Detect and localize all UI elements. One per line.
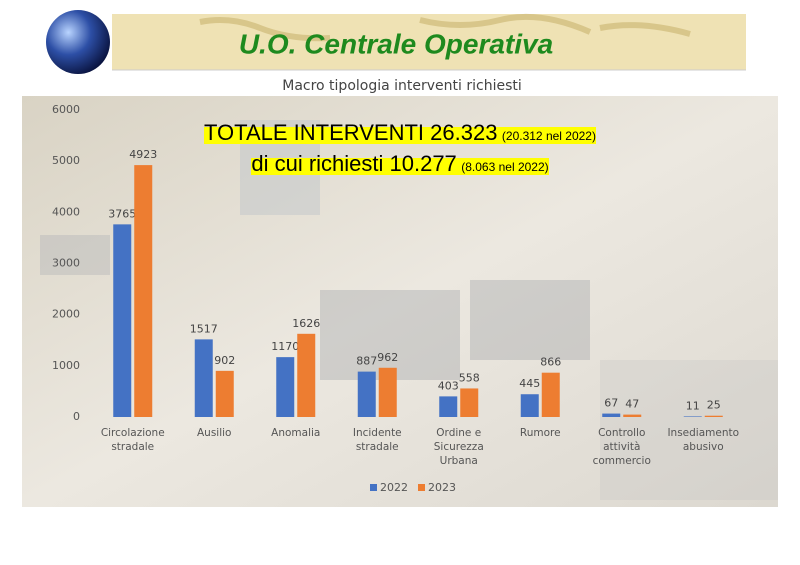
data-label: 1170: [271, 340, 299, 353]
bar: [683, 416, 702, 417]
legend-label: 2022: [380, 481, 408, 494]
x-tick-label: Circolazione stradale: [100, 427, 165, 453]
bar: [357, 371, 376, 417]
bar: [623, 414, 642, 417]
bar: [460, 388, 479, 417]
photo-desk: [600, 360, 778, 500]
x-tick-label: Ordine e Sicurezza Urbana: [433, 427, 484, 467]
y-tick-label: 4000: [52, 205, 80, 218]
bar: [297, 333, 316, 417]
bar: [602, 413, 621, 417]
legend-swatch: [370, 484, 377, 491]
bar: [215, 370, 234, 417]
data-label: 67: [604, 397, 618, 410]
data-label: 11: [686, 399, 700, 412]
y-tick-label: 3000: [52, 257, 80, 270]
y-tick-label: 6000: [52, 103, 80, 116]
data-label: 887: [356, 355, 377, 368]
slide-title: U.O. Centrale Operativa: [239, 28, 553, 59]
bar: [134, 165, 153, 417]
bar: [439, 396, 458, 417]
data-label: 962: [377, 351, 398, 364]
x-tick-label: Rumore: [519, 427, 561, 439]
map-decoration: [199, 13, 691, 42]
bar: [194, 339, 213, 417]
data-label: 25: [707, 399, 721, 412]
data-label: 4923: [129, 148, 157, 161]
photo-monitor: [470, 280, 590, 360]
x-tick-label: Incidente stradale: [352, 427, 402, 453]
data-label: 445: [519, 377, 540, 390]
x-tick-label: Ausilio: [197, 427, 232, 439]
annotation-note: (8.063 nel 2022): [461, 160, 549, 174]
x-tick-label: Anomalia: [271, 427, 321, 439]
data-label: 47: [625, 398, 639, 411]
bar: [541, 372, 560, 417]
photo-monitor: [40, 235, 110, 275]
y-tick-label: 5000: [52, 154, 80, 167]
data-label: 3765: [108, 207, 136, 220]
data-label: 1517: [190, 322, 218, 335]
data-label: 403: [438, 379, 459, 392]
y-tick-label: 2000: [52, 308, 80, 321]
annotation-text: di cui richiesti 10.277: [251, 151, 457, 176]
chart-title: Macro tipologia interventi richiesti: [282, 78, 522, 94]
photo-monitor: [320, 290, 460, 380]
legend-swatch: [418, 484, 425, 491]
bar: [113, 224, 132, 417]
data-label: 1626: [292, 317, 320, 330]
data-label: 866: [540, 356, 561, 369]
bar: [276, 357, 295, 417]
bar: [378, 367, 397, 417]
bar: [704, 415, 723, 417]
data-label: 902: [214, 354, 235, 367]
annotation-note: (20.312 nel 2022): [501, 129, 596, 143]
x-tick-label: Controllo attività commercio: [592, 427, 651, 467]
globe-logo: [46, 10, 110, 74]
annotation: di cui richiesti 10.277 (8.063 nel 2022): [0, 151, 800, 177]
y-tick-label: 0: [73, 410, 80, 423]
annotation: TOTALE INTERVENTI 26.323 (20.312 nel 202…: [0, 120, 800, 146]
bar: [520, 394, 539, 417]
y-tick-label: 1000: [52, 359, 80, 372]
data-label: 558: [459, 371, 480, 384]
annotation-text: TOTALE INTERVENTI 26.323: [204, 120, 498, 145]
legend-label: 2023: [428, 481, 456, 494]
x-tick-label: Insediamento abusivo: [667, 427, 740, 453]
